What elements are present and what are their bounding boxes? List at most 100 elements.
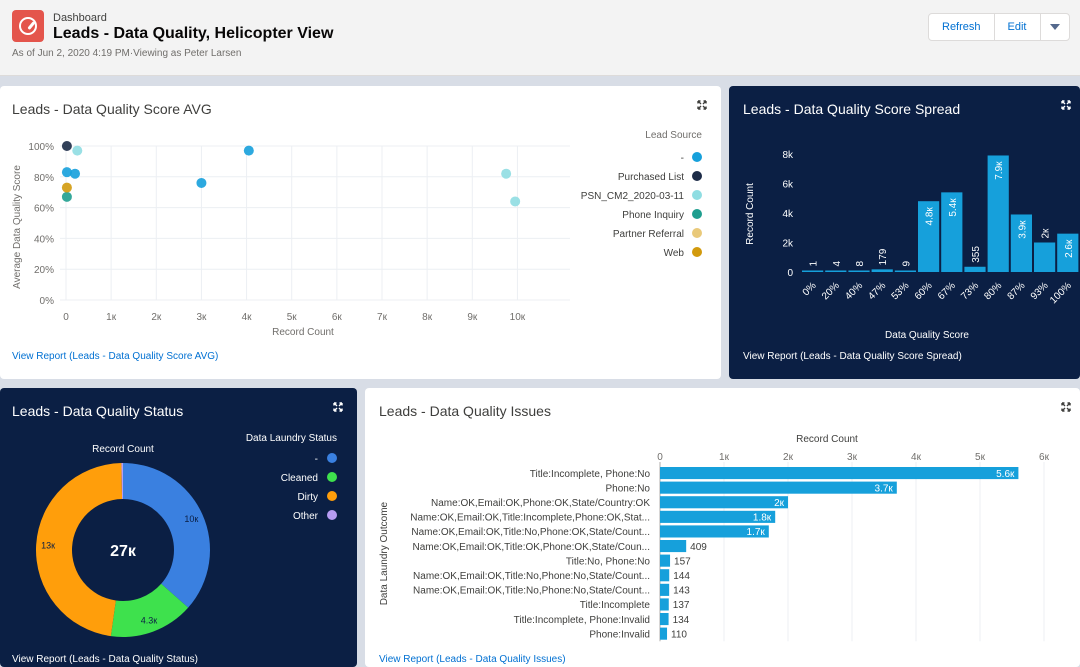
x-tick-label: 73%	[959, 280, 981, 302]
edit-button[interactable]: Edit	[995, 14, 1041, 40]
refresh-button[interactable]: Refresh	[929, 14, 995, 40]
x-tick-label: 0	[657, 452, 663, 463]
x-tick-label: 5к	[287, 312, 298, 323]
bar	[660, 467, 1019, 480]
category-label: Phone:No	[606, 483, 651, 494]
bar-value-label: 179	[878, 248, 889, 265]
legend-swatch	[327, 510, 337, 520]
panel-issues: Leads - Data Quality Issues Record Count…	[365, 388, 1080, 667]
bar	[894, 270, 916, 272]
legend-entry: -	[315, 454, 318, 465]
scatter-point	[61, 141, 72, 151]
view-report-link[interactable]: View Report (Leads - Data Quality Status…	[12, 654, 199, 665]
x-tick-label: 8к	[422, 312, 433, 323]
y-tick-label: 8k	[782, 150, 794, 161]
legend-entry: Dirty	[297, 492, 318, 503]
category-label: Name:OK,Email:OK,Title:No,Phone:No,State…	[413, 571, 650, 582]
legend-swatch	[692, 171, 702, 181]
bar	[660, 496, 788, 509]
bar-value-label: 5.4к	[948, 198, 959, 217]
x-tick-label: 0	[63, 312, 69, 323]
chevron-down-icon	[1049, 24, 1060, 31]
panel-score-spread: Leads - Data Quality Score Spread 0 2k 4k 6…	[729, 86, 1080, 379]
expand-icon[interactable]	[333, 402, 343, 412]
y-tick-label: 0%	[40, 296, 55, 307]
more-actions-button[interactable]	[1041, 14, 1069, 40]
legend-title: Data Laundry Status	[246, 433, 337, 444]
legend-entry: Other	[293, 511, 319, 522]
x-tick-label: 5к	[975, 452, 986, 463]
x-tick-label: 60%	[913, 280, 935, 302]
bar	[941, 192, 963, 272]
legend-entry: PSN_CM2_2020-03-11	[581, 191, 685, 202]
donut-total: 27к	[110, 543, 137, 560]
bar	[660, 554, 671, 567]
expand-icon[interactable]	[1061, 100, 1071, 110]
expand-icon[interactable]	[1061, 402, 1071, 412]
category-label: Title:No, Phone:No	[566, 556, 651, 567]
x-axis-label: Record Count	[272, 327, 334, 338]
bar-value-label: 7.9к	[994, 161, 1005, 180]
x-tick-label: 40%	[843, 280, 865, 302]
scatter-point	[501, 168, 512, 179]
scatter-point	[61, 167, 72, 178]
slice-label: 10к	[184, 514, 198, 524]
scatter-point	[70, 168, 81, 179]
bar-value-label: 3.7к	[875, 483, 894, 494]
x-tick-label: 47%	[866, 280, 888, 302]
x-tick-label: 10к	[510, 312, 526, 323]
view-report-link[interactable]: View Report (Leads - Data Quality Score …	[743, 351, 962, 362]
x-tick-label: 1к	[719, 452, 730, 463]
bar-value-label: 2.6к	[1064, 239, 1075, 258]
expand-icon[interactable]	[697, 100, 707, 110]
bar-value-label: 9	[901, 261, 912, 267]
bar	[918, 201, 940, 272]
x-tick-label: 2к	[151, 312, 162, 323]
bar	[660, 613, 669, 626]
bar-value-label: 2к	[1041, 228, 1052, 239]
breadcrumb[interactable]: Dashboard	[53, 12, 107, 24]
bar	[660, 569, 670, 582]
view-report-link[interactable]: View Report (Leads - Data Quality Score …	[12, 351, 219, 362]
bar	[660, 481, 897, 494]
panel-title: Leads - Data Quality Issues	[379, 403, 551, 419]
bar-value-label: 355	[971, 246, 982, 263]
x-tick-label: 80%	[982, 280, 1004, 302]
bar-value-label: 4.8к	[925, 207, 936, 226]
category-label: Title:Incomplete, Phone:No	[530, 469, 651, 480]
bar-value-label: 137	[673, 600, 690, 611]
legend-entry: Purchased List	[618, 172, 684, 183]
bar	[1034, 242, 1056, 272]
legend-swatch	[327, 472, 337, 482]
view-report-link[interactable]: View Report (Leads - Data Quality Issues…	[379, 654, 566, 665]
x-axis-label: Data Quality Score	[885, 330, 969, 341]
bar	[964, 266, 986, 272]
x-tick-label: 100%	[1048, 280, 1074, 306]
x-tick-label: 7к	[377, 312, 388, 323]
scatter-point	[61, 182, 72, 193]
panel-score-avg: Leads - Data Quality Score AVG 0 1к 2к 3к 4к…	[0, 86, 721, 379]
category-label: Name:OK,Email:OK,Title:OK,Phone:OK,State…	[412, 542, 650, 553]
bar-value-label: 1	[809, 261, 820, 267]
legend-swatch	[692, 209, 702, 219]
donut-slice	[36, 463, 123, 637]
chart-title: Record Count	[92, 444, 154, 455]
status-donut-chart: Record Count 10к 4.3к 13к 27к Data Laundry St…	[36, 433, 337, 637]
panel-title: Leads - Data Quality Status	[12, 403, 184, 419]
bar	[660, 525, 769, 538]
category-label: Title:Incomplete	[580, 600, 651, 611]
bar-value-label: 157	[674, 556, 691, 567]
slice-label: 13к	[41, 540, 55, 550]
donut-slice	[121, 463, 123, 500]
donut-slice	[123, 463, 211, 608]
legend-entry: Partner Referral	[613, 229, 684, 240]
bar-value-label: 134	[673, 615, 690, 626]
category-label: Phone:Invalid	[589, 629, 650, 640]
page-title: Leads - Data Quality, Helicopter View	[53, 25, 334, 42]
y-tick-label: 0	[787, 268, 793, 279]
y-axis-label: Record Count	[745, 183, 756, 245]
y-tick-label: 80%	[34, 173, 54, 184]
page-subtitle: As of Jun 2, 2020 4:19 PM·Viewing as Pet…	[12, 48, 242, 59]
bar-value-label: 144	[673, 571, 690, 582]
bar	[660, 510, 776, 523]
